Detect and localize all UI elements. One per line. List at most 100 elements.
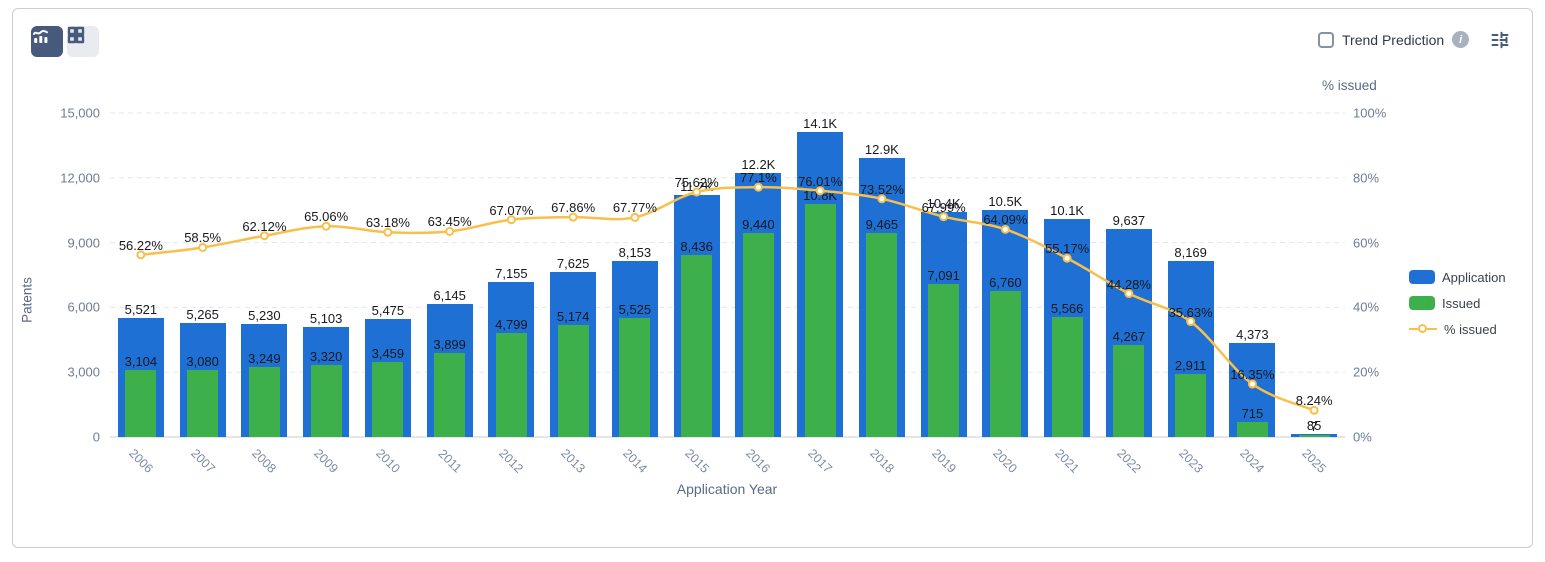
legend-swatch: [1409, 270, 1435, 284]
issued-value-label: 7,091: [927, 267, 960, 283]
issued-bar[interactable]: [372, 362, 404, 437]
issued-bar[interactable]: [310, 365, 342, 437]
y-axis-tick-left: 9,000: [67, 235, 100, 251]
legend-item-application[interactable]: Application: [1409, 269, 1506, 285]
issued-value-label: 6,760: [989, 274, 1022, 290]
trend-prediction-label: Trend Prediction: [1342, 31, 1445, 48]
issued-bar[interactable]: [619, 317, 651, 437]
pct-issued-label: 77.1%: [739, 170, 777, 186]
y-axis-tick-left: 3,000: [67, 364, 100, 380]
pct-line-point[interactable]: [877, 194, 887, 204]
application-value-label: 5,230: [248, 308, 281, 324]
issued-value-label: 2,911: [1174, 358, 1207, 374]
pct-issued-label: 63.18%: [365, 215, 410, 231]
pct-line-point[interactable]: [321, 221, 331, 231]
pct-line-point[interactable]: [1124, 289, 1134, 299]
pct-issued-label: 65.06%: [304, 209, 349, 225]
issued-bar[interactable]: [248, 366, 280, 437]
pct-line-point[interactable]: [692, 187, 702, 197]
issued-bar[interactable]: [804, 203, 836, 437]
issued-value-label: 3,249: [248, 350, 281, 366]
issued-value-label: 3,899: [433, 336, 466, 352]
pct-line-point[interactable]: [1309, 405, 1319, 415]
issued-bar[interactable]: [742, 233, 774, 437]
application-value-label: 85: [1306, 418, 1322, 433]
y-axis-tick-left: 15,000: [60, 105, 100, 121]
application-value-label: 5,475: [371, 302, 405, 318]
pct-line-point[interactable]: [198, 242, 208, 252]
pct-line-point[interactable]: [815, 186, 825, 196]
chart-settings-button[interactable]: [1489, 29, 1513, 53]
y-axis-title-right: % issued: [1322, 78, 1377, 93]
application-value-label: 8,169: [1174, 244, 1207, 260]
pct-line-point[interactable]: [630, 212, 640, 222]
pct-line-point[interactable]: [1186, 317, 1196, 327]
pct-line-point[interactable]: [1000, 224, 1010, 234]
pct-line-point[interactable]: [259, 231, 269, 241]
pct-issued-label: 75.62%: [674, 174, 719, 190]
pct-issued-label: 63.45%: [427, 214, 472, 230]
issued-value-label: 8,436: [680, 238, 713, 254]
issued-bar[interactable]: [187, 370, 219, 437]
issued-bar[interactable]: [989, 290, 1021, 437]
pct-issued-label: 55.17%: [1045, 241, 1090, 257]
issued-bar[interactable]: [928, 283, 960, 437]
pct-issued-label: 56.22%: [118, 237, 163, 253]
trend-prediction-row: Trend Prediction i: [1318, 31, 1470, 48]
issued-value-label: 9,440: [742, 217, 775, 233]
table-view-button[interactable]: [67, 26, 99, 57]
application-value-label: 5,265: [186, 307, 219, 323]
legend-item--issued[interactable]: % issued: [1409, 321, 1497, 337]
legend-label: % issued: [1444, 321, 1497, 337]
pct-line-point[interactable]: [445, 226, 455, 236]
issued-bar[interactable]: [1236, 421, 1268, 437]
issued-value-label: 4,267: [1112, 328, 1146, 344]
info-icon[interactable]: i: [1452, 31, 1470, 48]
pct-issued-label: 35.63%: [1168, 304, 1213, 320]
application-value-label: 7,155: [495, 266, 528, 282]
y-axis-tick-left: 12,000: [60, 170, 100, 186]
application-value-label: 6,145: [433, 288, 466, 304]
pct-line-point[interactable]: [506, 215, 516, 225]
pct-line-point[interactable]: [383, 227, 393, 237]
issued-value-label: 5,174: [556, 309, 590, 325]
application-bar[interactable]: [1229, 342, 1276, 437]
issued-bar[interactable]: [434, 352, 466, 437]
issued-bar[interactable]: [495, 333, 527, 437]
application-value-label: 7,625: [556, 256, 590, 272]
issued-value-label: 3,104: [124, 353, 158, 369]
issued-bar[interactable]: [1051, 316, 1083, 437]
application-value-label: 9,637: [1112, 212, 1146, 228]
pct-line-point[interactable]: [939, 212, 949, 222]
chart-view-button[interactable]: [31, 26, 63, 57]
issued-bar[interactable]: [1298, 435, 1330, 437]
pct-line-point[interactable]: [568, 212, 578, 222]
legend-line-swatch: [1409, 322, 1437, 336]
application-value-label: 5,521: [124, 301, 158, 317]
pct-line-point[interactable]: [136, 250, 146, 260]
x-axis-title: Application Year: [676, 481, 778, 497]
application-value-label: 12.2K: [741, 157, 776, 173]
legend-item-issued[interactable]: Issued: [1409, 295, 1481, 311]
legend-label: Application: [1442, 269, 1506, 285]
trend-prediction-checkbox[interactable]: [1318, 31, 1334, 48]
pct-issued-label: 44.28%: [1106, 276, 1151, 292]
issued-bar[interactable]: [557, 325, 589, 437]
y-axis-tick-left: 6,000: [67, 299, 100, 315]
issued-bar[interactable]: [1113, 344, 1145, 437]
issued-value-label: 9,465: [865, 216, 899, 232]
legend-label: Issued: [1442, 295, 1481, 311]
pct-issued-label: 73.52%: [859, 181, 904, 197]
pct-line-point[interactable]: [1062, 253, 1072, 263]
pct-line-point[interactable]: [1247, 379, 1257, 389]
pct-line-point[interactable]: [753, 182, 763, 192]
issued-bar[interactable]: [1175, 374, 1207, 437]
issued-bar[interactable]: [681, 254, 713, 437]
issued-bar[interactable]: [125, 369, 157, 437]
pct-issued-label: 76.01%: [798, 173, 843, 189]
pct-issued-label: 67.07%: [489, 202, 534, 218]
issued-bar[interactable]: [866, 232, 898, 437]
pct-issued-label: 67.86%: [551, 200, 596, 216]
issued-value-label: 4,799: [495, 317, 528, 333]
application-value-label: 10.4K: [926, 196, 961, 212]
